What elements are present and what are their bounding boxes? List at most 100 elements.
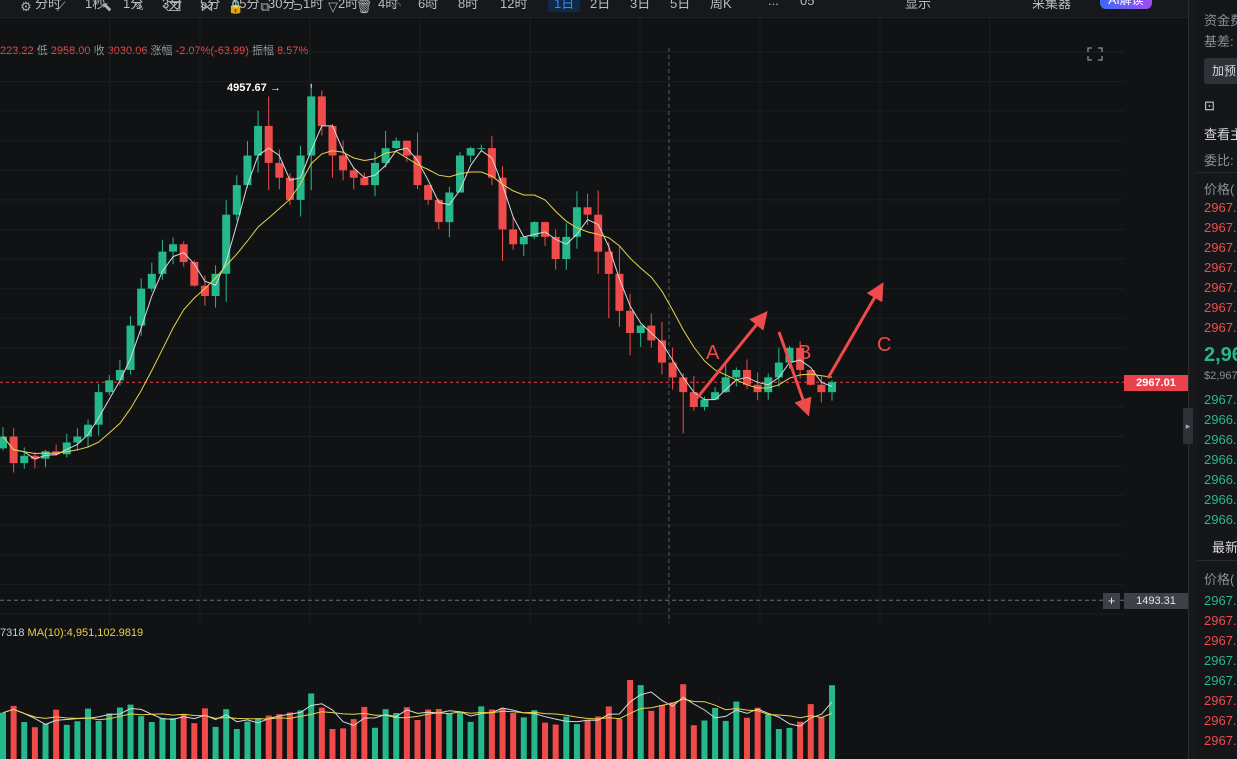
timeframe-1[interactable]: 1秒	[85, 0, 106, 11]
timeframe-0[interactable]: 分时	[35, 0, 62, 11]
volume-bar	[159, 717, 166, 759]
line-tool-icon[interactable]: ⟋	[56, 0, 66, 14]
add-alert-button[interactable]: +	[1103, 593, 1120, 609]
candle-body	[615, 273, 624, 311]
ask-price-2[interactable]: 2967.	[1204, 240, 1237, 255]
filter-icon[interactable]: ▽	[328, 0, 338, 14]
volume-bar	[499, 708, 506, 759]
fullscreen-icon[interactable]	[1086, 46, 1104, 62]
eraser-icon[interactable]: ⌫	[163, 0, 182, 14]
timeframe-10[interactable]: 6时	[418, 0, 439, 11]
bid-price-5[interactable]: 2966.	[1204, 492, 1237, 507]
timeframe-13[interactable]: 1日	[548, 0, 581, 12]
bid-price-0[interactable]: 2967.	[1204, 392, 1237, 407]
bid-price-2[interactable]: 2966.	[1204, 432, 1237, 447]
trade-price-3: 2967.	[1204, 653, 1237, 668]
volume-bar	[297, 710, 304, 759]
ma-fast-line	[2, 125, 833, 460]
view-main-label[interactable]: 查看主	[1204, 127, 1237, 142]
ask-price-5[interactable]: 2967.	[1204, 300, 1237, 315]
wave-label-b: B	[798, 342, 812, 364]
ask-price-6[interactable]: 2967.	[1204, 320, 1237, 335]
timeframe-7[interactable]: 1时	[303, 0, 324, 11]
candle-body	[785, 347, 794, 363]
candle-body	[594, 214, 603, 252]
pattern-icon[interactable]: ⋈	[200, 0, 214, 14]
volume-bar	[765, 714, 772, 759]
timeframe-18[interactable]: ...	[768, 0, 779, 8]
toolbar-right-1[interactable]: 显示	[905, 0, 932, 11]
candle-body	[190, 262, 199, 286]
timeframe-2[interactable]: 1分	[123, 0, 144, 11]
timeframe-4[interactable]: 5分	[200, 0, 221, 11]
trash-icon[interactable]: 🗑	[355, 0, 373, 14]
lock-icon[interactable]: 🔒	[227, 0, 245, 14]
timeframe-9[interactable]: 4时	[378, 0, 399, 11]
timeframe-14[interactable]: 2日	[590, 0, 611, 11]
add-button[interactable]: 加预	[1204, 58, 1237, 84]
candle-body	[370, 162, 379, 186]
ask-price-4[interactable]: 2967.	[1204, 280, 1237, 295]
candle-body	[806, 369, 815, 385]
top-toolbar: 分时 1秒 1分 3分 5分 15分 30分 1时 2时 4时 6时 8时 12时 1日 2日 3日 5日 周K.…	[0, 0, 1190, 18]
volume-bar	[435, 708, 442, 759]
timeframe-16[interactable]: 5日	[670, 0, 691, 11]
ask-price-0[interactable]: 2967.	[1204, 200, 1237, 215]
volume-bar	[786, 727, 793, 759]
volume-bar	[318, 707, 325, 759]
timeframe-6[interactable]: 30分	[268, 0, 296, 11]
candle-body	[158, 251, 167, 274]
trade-price-5: 2967.	[1204, 693, 1237, 708]
candle-body	[721, 377, 730, 393]
ask-price-3[interactable]: 2967.	[1204, 260, 1237, 275]
volume-ma-label: MA(10):4,951,102.9819	[27, 627, 144, 639]
wave-arrow-c	[826, 282, 884, 379]
candle-body	[541, 222, 550, 237]
bid-price-6[interactable]: 2966.	[1204, 512, 1237, 527]
candle-body	[572, 207, 581, 237]
candle-body	[317, 96, 326, 126]
undo-icon[interactable]: ↶	[390, 0, 402, 14]
candle-body	[30, 455, 39, 459]
latest-trades-tab[interactable]: 最新	[1212, 540, 1237, 555]
bid-price-1[interactable]: 2966.	[1204, 412, 1237, 427]
cursor-select-icon[interactable]: ⬉	[101, 0, 113, 14]
timeframe-3[interactable]: 3分	[162, 0, 183, 11]
volume-bar	[31, 727, 38, 759]
timeframe-11[interactable]: 8时	[458, 0, 479, 11]
candle-body	[530, 222, 539, 237]
collapse-panel-handle[interactable]: ▸	[1183, 408, 1193, 444]
redo-icon[interactable]: ↷	[423, 0, 435, 14]
bid-price-3[interactable]: 2966.	[1204, 452, 1237, 467]
toolbar-right-0[interactable]: 05	[800, 0, 815, 8]
candle-body	[360, 177, 369, 186]
timeframe-12[interactable]: 12时	[500, 0, 528, 11]
basis-label: 基差:	[1204, 34, 1234, 49]
ohlc-info-line: 223.22 低 2958.00 收 3030.06 涨幅 -2.07%(-63…	[0, 42, 308, 58]
candle-body	[679, 377, 688, 393]
tick-size-icon[interactable]: ⊡	[1204, 98, 1215, 113]
volume-bar	[690, 725, 697, 759]
ruler-icon[interactable]: ✎	[133, 0, 145, 14]
volume-bar	[191, 723, 198, 759]
volume-bar	[116, 707, 123, 759]
candle-body	[0, 436, 7, 449]
bid-price-4[interactable]: 2966.	[1204, 472, 1237, 487]
timeframe-8[interactable]: 2时	[338, 0, 359, 11]
ask-price-1[interactable]: 2967.	[1204, 220, 1237, 235]
indicator-settings-icon[interactable]: ⚙	[20, 0, 32, 14]
layers-icon[interactable]: ⧉	[260, 0, 270, 14]
price-chart[interactable]	[0, 18, 1124, 623]
volume-bar	[0, 712, 6, 759]
info-high: 223.22	[0, 45, 34, 57]
timeframe-5[interactable]: 15分	[232, 0, 260, 11]
toolbar-right-2[interactable]: 采集器	[1032, 0, 1072, 11]
magnet-icon[interactable]: ⊃	[292, 0, 304, 14]
timeframe-17[interactable]: 周K	[710, 0, 732, 11]
candle-body	[477, 148, 486, 150]
ai-interpret-button[interactable]: AI解读	[1100, 0, 1152, 9]
volume-chart[interactable]	[0, 640, 1124, 759]
timeframe-15[interactable]: 3日	[630, 0, 651, 11]
current-price-tag: 2967.01	[1124, 375, 1188, 391]
candle-body	[774, 362, 783, 378]
